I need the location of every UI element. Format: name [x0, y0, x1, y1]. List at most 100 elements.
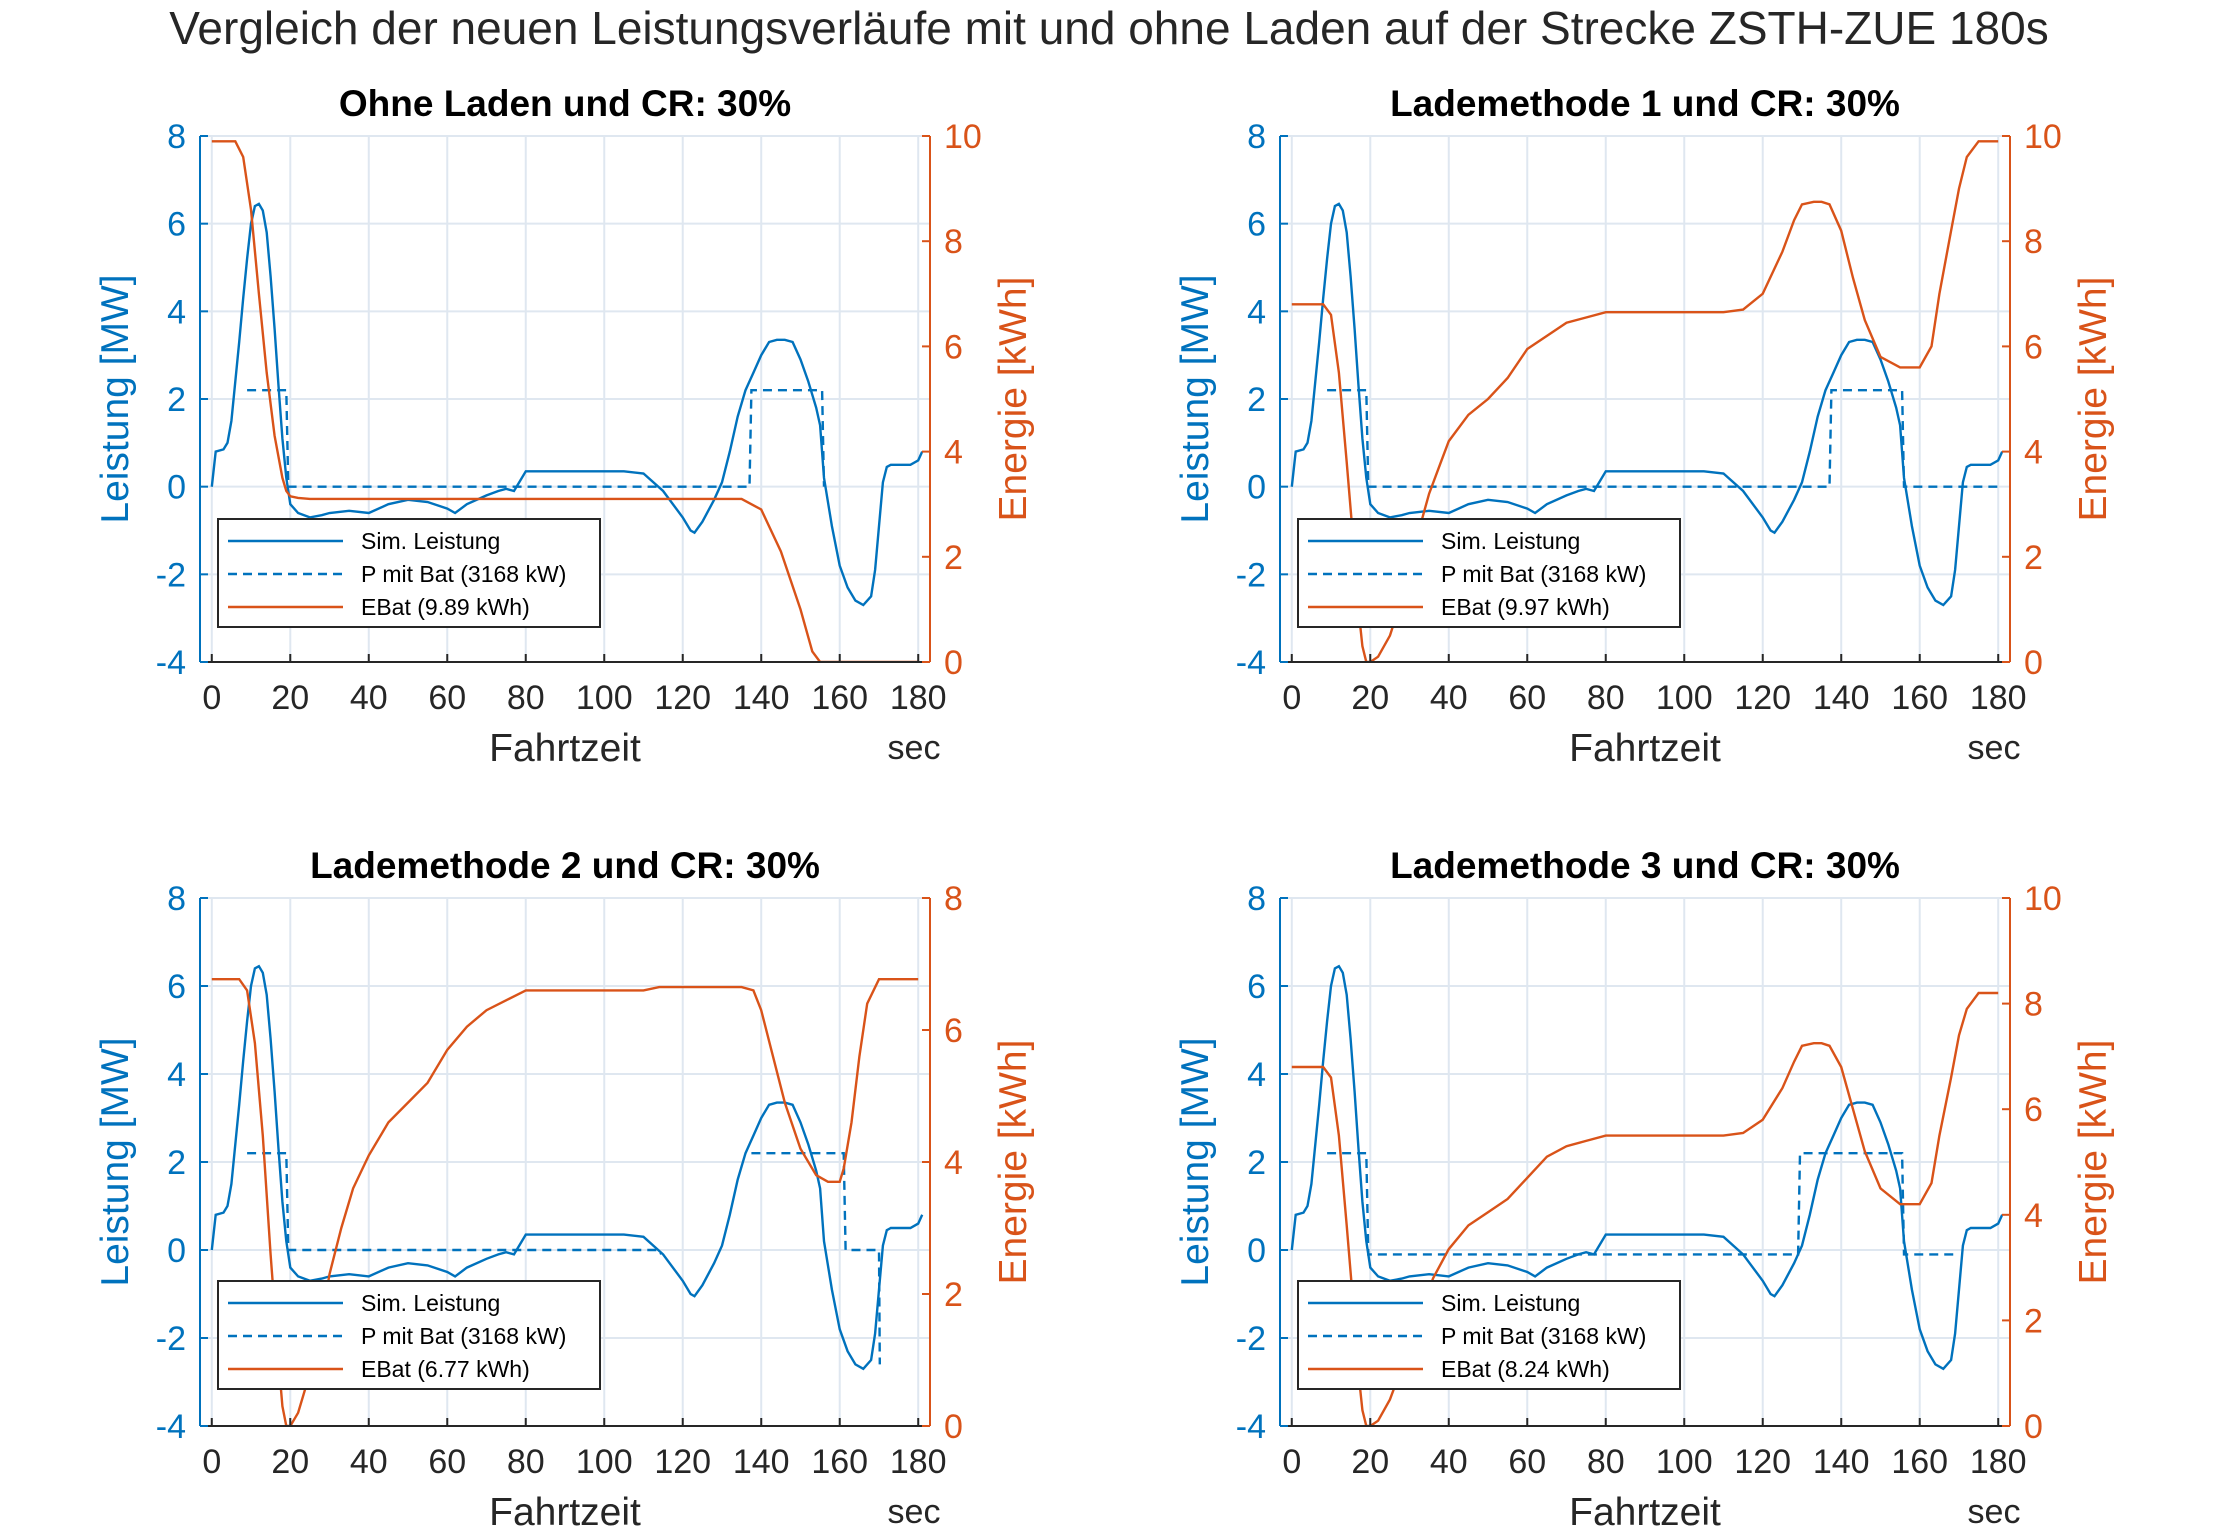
x-tick-label: 20 [271, 679, 309, 717]
legend-entry: EBat (9.97 kWh) [1441, 594, 1610, 620]
series-line-3 [211, 978, 919, 1426]
x-tick-label: 180 [890, 679, 947, 717]
x-tick-label: 160 [1891, 1443, 1948, 1481]
y-left-tick-label: -4 [1236, 644, 1266, 682]
y-left-tick-label: 8 [167, 118, 186, 156]
series-line-2 [1327, 1152, 1959, 1256]
subplot-2: 0 20 40 60 80 100 120 140 160 180-4-2024680246810… [1174, 83, 2115, 770]
y-left-tick-label: 2 [1247, 381, 1266, 419]
x-tick-label: 180 [1970, 679, 2027, 717]
y-right-tick-label: 10 [944, 118, 982, 156]
x-tick-label: 140 [1813, 679, 1870, 717]
legend-entry: Sim. Leistung [361, 528, 500, 554]
y-left-tick-label: -4 [1236, 1408, 1266, 1446]
y-left-tick-label: 0 [167, 469, 186, 507]
y-right-axis-label: Energie [kWh] [992, 277, 1035, 522]
subplot-4: 0 20 40 60 80 100 120 140 160 180-4-2024680246810… [1174, 845, 2115, 1534]
legend: Sim. Leistung P mit Bat (3168 kW) EBat (8.… [1297, 1280, 1681, 1390]
x-tick-label: 100 [576, 679, 633, 717]
x-tick-label: 180 [1970, 1443, 2027, 1481]
y-right-tick-label: 4 [2024, 434, 2043, 472]
x-tick-label: 0 [1282, 679, 1301, 717]
y-left-tick-label: -2 [156, 556, 186, 594]
x-tick-label: 160 [1891, 679, 1948, 717]
x-tick-label: 160 [811, 1443, 868, 1481]
x-tick-label: 20 [1351, 679, 1389, 717]
y-left-tick-label: 2 [167, 1144, 186, 1182]
x-axis-unit: sec [888, 1493, 941, 1531]
x-tick-label: 60 [428, 1443, 466, 1481]
x-tick-label: 100 [1656, 679, 1713, 717]
x-tick-label: 0 [202, 679, 221, 717]
legend: Sim. Leistung P mit Bat (3168 kW) EBat (9.… [1297, 518, 1681, 628]
legend-entry: P mit Bat (3168 kW) [1441, 561, 1646, 587]
y-left-tick-label: 6 [167, 206, 186, 244]
legend-entry: Sim. Leistung [1441, 1290, 1580, 1316]
y-left-axis-label: Leistung [MW] [1174, 1037, 1217, 1286]
y-right-tick-label: 0 [2024, 1408, 2043, 1446]
y-left-tick-label: -4 [156, 1408, 186, 1446]
x-tick-label: 40 [1430, 679, 1468, 717]
legend: Sim. Leistung P mit Bat (3168 kW) EBat (9.… [217, 518, 601, 628]
x-tick-label: 180 [890, 1443, 947, 1481]
y-right-tick-label: 4 [944, 434, 963, 472]
y-left-tick-label: 0 [1247, 469, 1266, 507]
x-tick-label: 80 [507, 1443, 545, 1481]
figure-title: Vergleich der neuen Leistungsverläufe mi… [169, 2, 2048, 54]
x-tick-label: 120 [654, 679, 711, 717]
subplot-3: 0 20 40 60 80 100 120 140 160 180-4-20246802468La… [94, 845, 1035, 1534]
y-left-axis-label: Leistung [MW] [94, 1037, 137, 1286]
y-right-tick-label: 2 [2024, 539, 2043, 577]
x-tick-label: 0 [202, 1443, 221, 1481]
x-tick-label: 40 [1430, 1443, 1468, 1481]
y-left-axis-label: Leistung [MW] [94, 274, 137, 523]
legend-entry: P mit Bat (3168 kW) [361, 1323, 566, 1349]
y-right-tick-label: 6 [2024, 1091, 2043, 1129]
y-left-tick-label: 0 [1247, 1232, 1266, 1270]
y-left-tick-label: 8 [167, 880, 186, 918]
subplot-title: Lademethode 1 und CR: 30% [1390, 83, 1900, 124]
x-tick-label: 80 [1587, 1443, 1625, 1481]
y-right-tick-label: 8 [944, 880, 963, 918]
subplot-1: 0 20 40 60 80 100 120 140 160 180-4-2024680246810… [94, 83, 1035, 770]
x-tick-label: 100 [1656, 1443, 1713, 1481]
x-tick-label: 0 [1282, 1443, 1301, 1481]
x-tick-label: 140 [733, 1443, 790, 1481]
x-axis-unit: sec [888, 729, 941, 767]
x-tick-label: 40 [350, 679, 388, 717]
y-right-tick-label: 10 [2024, 118, 2062, 156]
legend-entry: P mit Bat (3168 kW) [361, 561, 566, 587]
x-axis-label: Fahrtzeit [489, 727, 641, 770]
x-tick-label: 20 [1351, 1443, 1389, 1481]
x-tick-label: 80 [1587, 679, 1625, 717]
y-left-axis-label: Leistung [MW] [1174, 274, 1217, 523]
y-right-tick-label: 10 [2024, 880, 2062, 918]
y-left-tick-label: -4 [156, 644, 186, 682]
y-right-axis-label: Energie [kWh] [992, 1040, 1035, 1285]
x-tick-label: 100 [576, 1443, 633, 1481]
series-line-2 [1327, 389, 1999, 488]
x-axis-label: Fahrtzeit [489, 1491, 641, 1534]
y-right-tick-label: 2 [944, 1276, 963, 1314]
x-tick-label: 40 [350, 1443, 388, 1481]
x-tick-label: 60 [428, 679, 466, 717]
y-right-axis-label: Energie [kWh] [2072, 1040, 2115, 1285]
y-right-tick-label: 4 [944, 1144, 963, 1182]
y-left-tick-label: 8 [1247, 118, 1266, 156]
y-right-tick-label: 6 [944, 328, 963, 366]
legend-entry: EBat (6.77 kWh) [361, 1356, 530, 1382]
x-axis-label: Fahrtzeit [1569, 727, 1721, 770]
x-tick-label: 120 [1734, 679, 1791, 717]
x-tick-label: 120 [654, 1443, 711, 1481]
x-tick-label: 140 [1813, 1443, 1870, 1481]
x-axis-unit: sec [1968, 729, 2021, 767]
x-tick-label: 20 [271, 1443, 309, 1481]
subplot-title: Lademethode 3 und CR: 30% [1390, 845, 1900, 886]
series-line-3 [1291, 140, 1999, 662]
x-tick-label: 80 [507, 679, 545, 717]
y-left-tick-label: -2 [1236, 1320, 1266, 1358]
y-left-tick-label: 6 [1247, 968, 1266, 1006]
y-right-tick-label: 2 [944, 539, 963, 577]
y-left-tick-label: 0 [167, 1232, 186, 1270]
